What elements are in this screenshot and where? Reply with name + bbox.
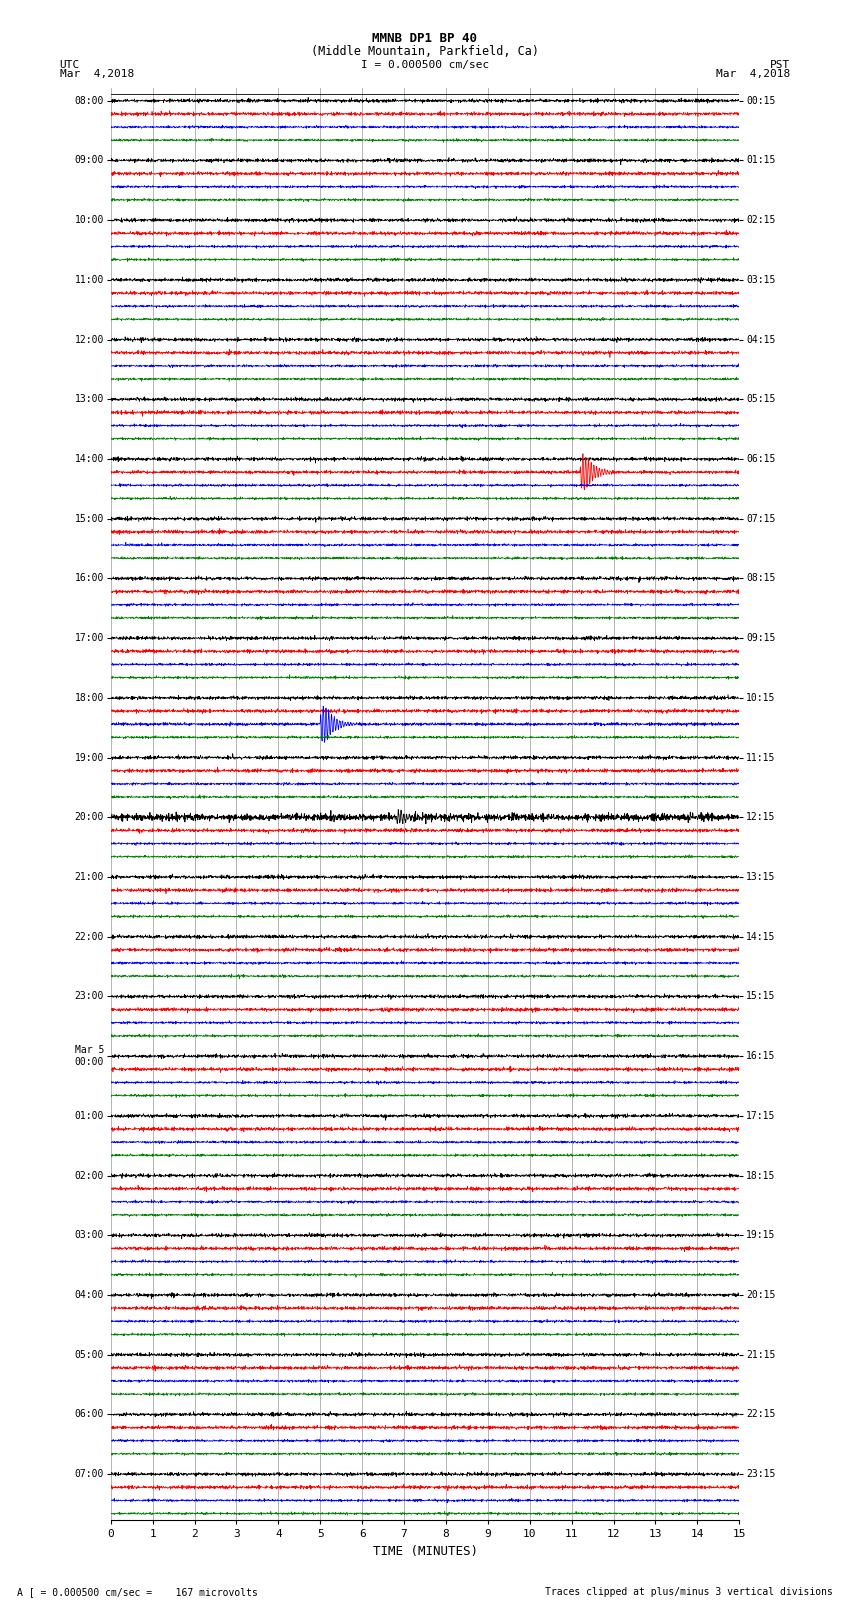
Text: (Middle Mountain, Parkfield, Ca): (Middle Mountain, Parkfield, Ca) — [311, 45, 539, 58]
Text: MMNB DP1 BP 40: MMNB DP1 BP 40 — [372, 32, 478, 45]
Text: Mar  4,2018: Mar 4,2018 — [60, 69, 133, 79]
Text: Traces clipped at plus/minus 3 vertical divisions: Traces clipped at plus/minus 3 vertical … — [545, 1587, 833, 1597]
Text: Mar  4,2018: Mar 4,2018 — [717, 69, 790, 79]
X-axis label: TIME (MINUTES): TIME (MINUTES) — [372, 1545, 478, 1558]
Text: UTC: UTC — [60, 60, 80, 69]
Text: I = 0.000500 cm/sec: I = 0.000500 cm/sec — [361, 60, 489, 69]
Text: PST: PST — [770, 60, 790, 69]
Text: A [ = 0.000500 cm/sec =    167 microvolts: A [ = 0.000500 cm/sec = 167 microvolts — [17, 1587, 258, 1597]
